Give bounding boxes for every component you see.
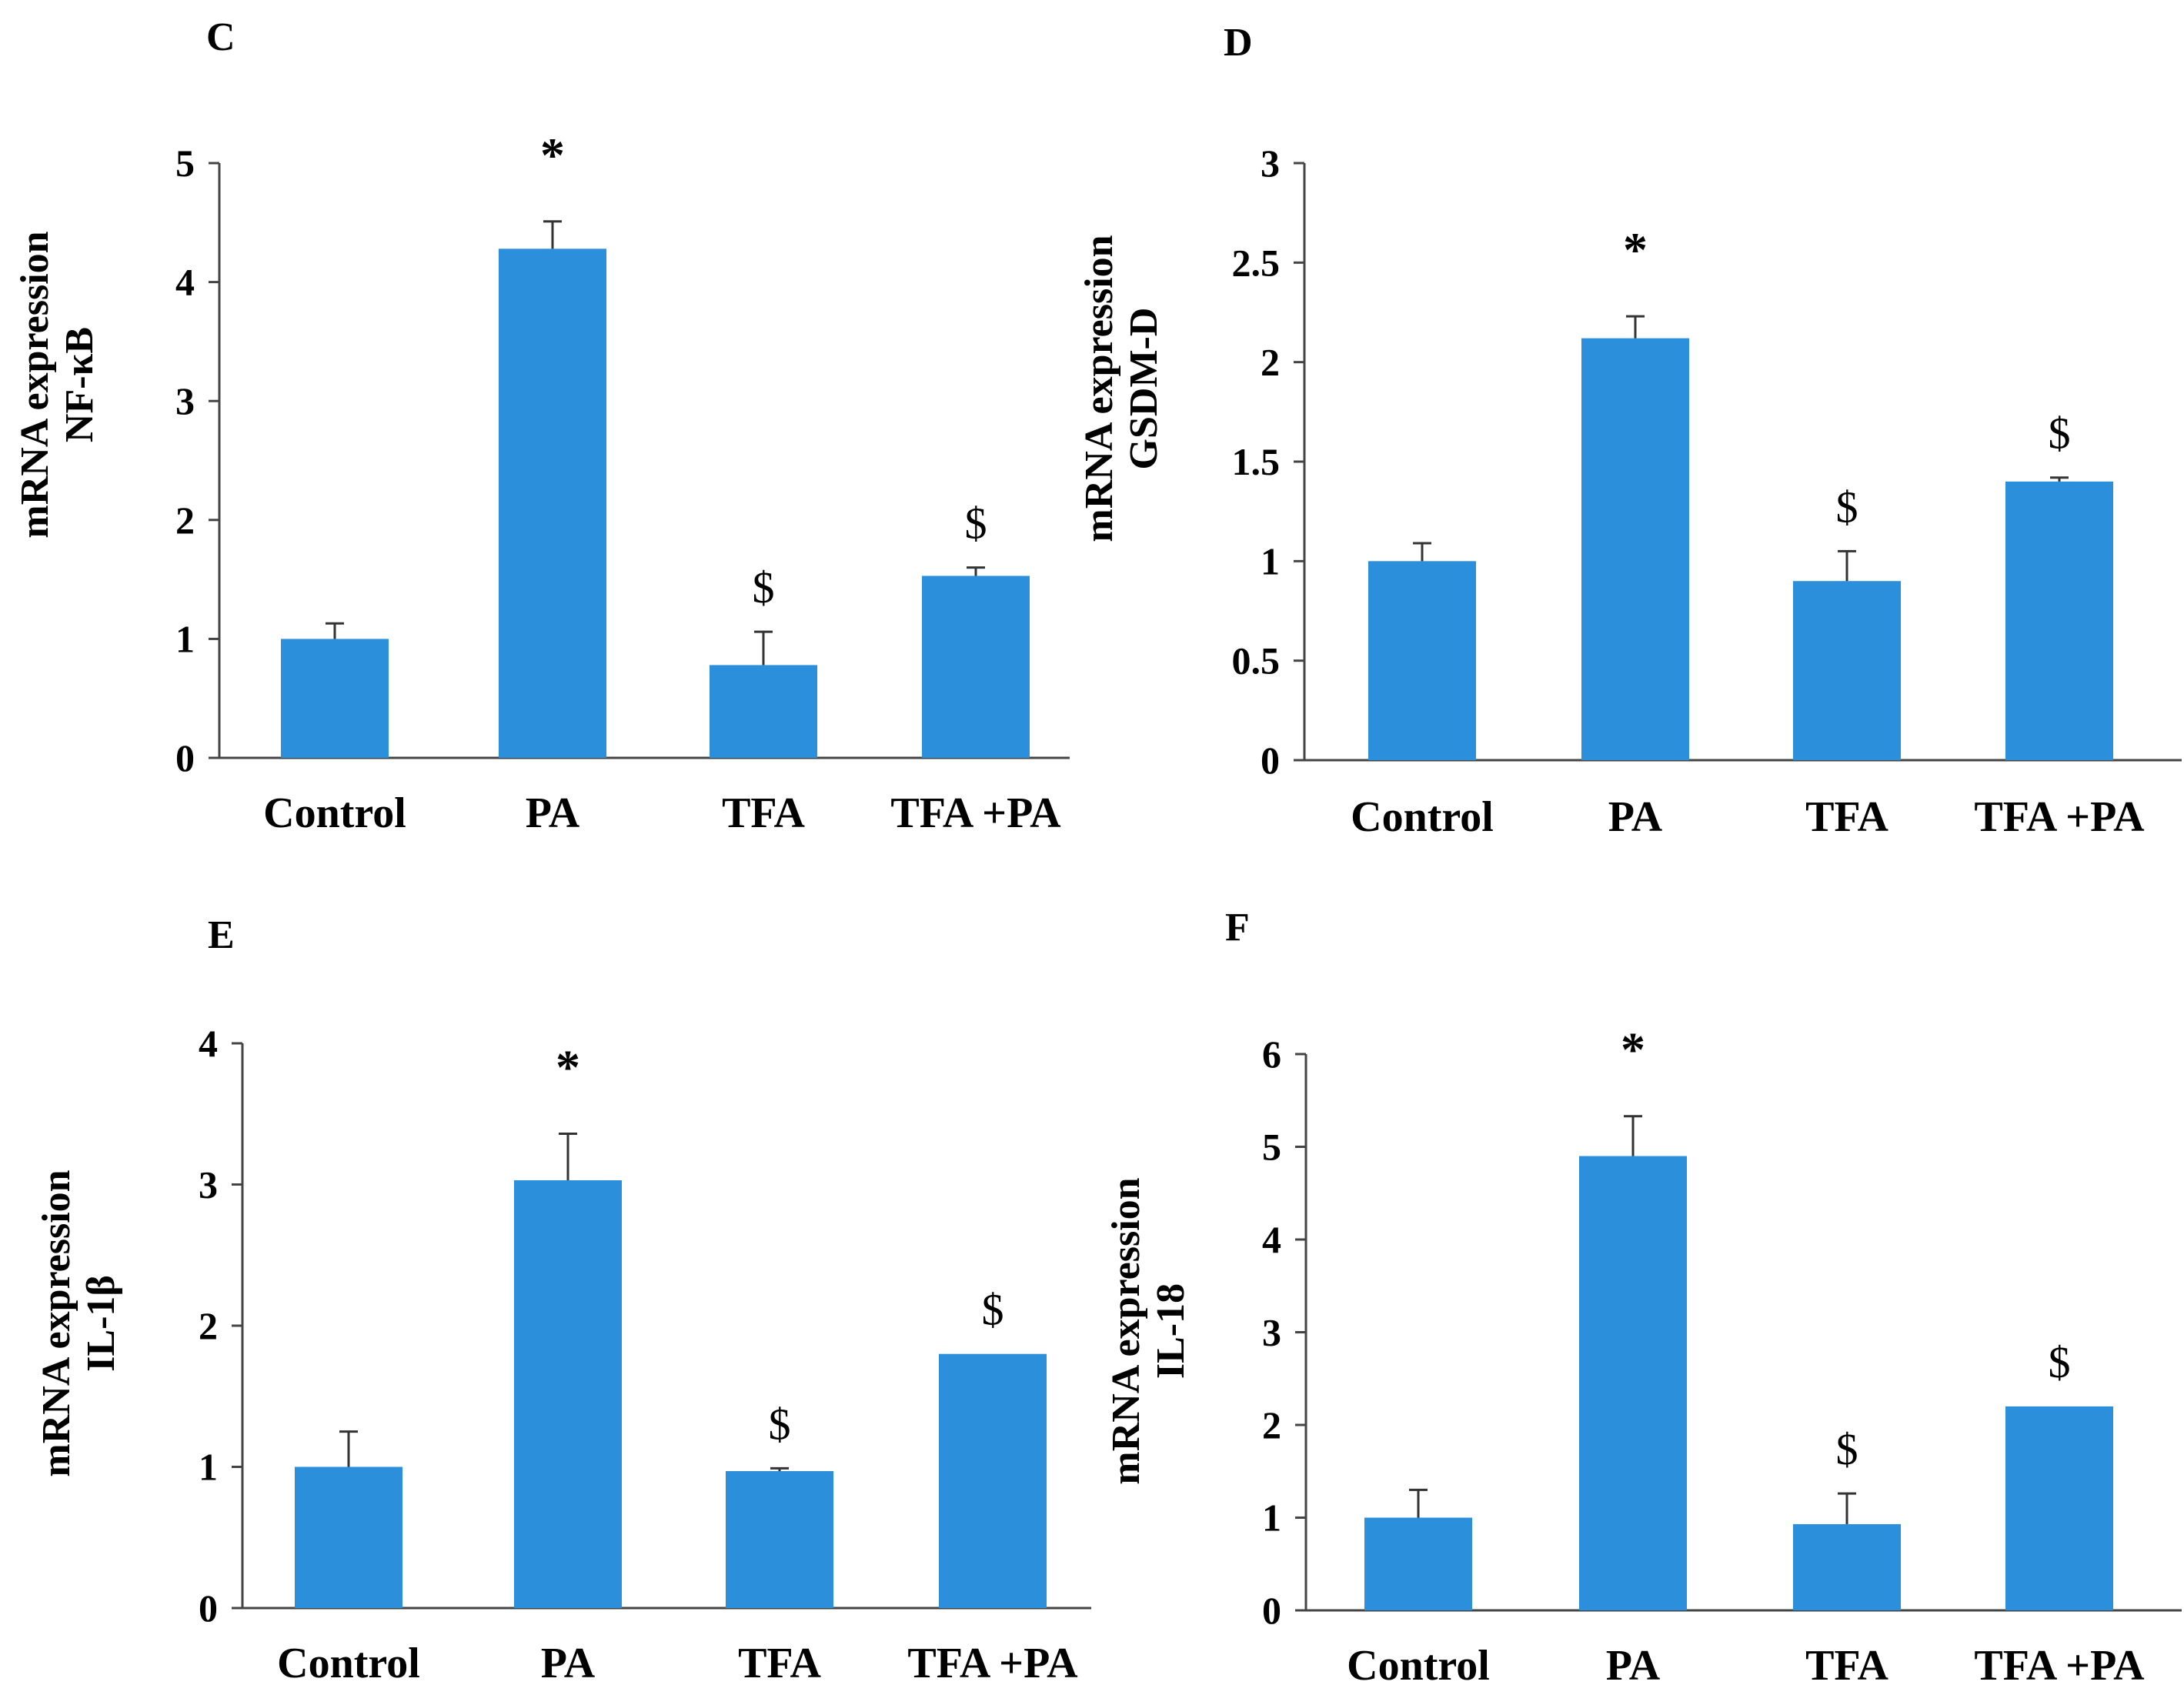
y-axis-label: mRNA expressionIL-18 — [1104, 1177, 1193, 1484]
y-tick-label: 4 — [1262, 1218, 1281, 1261]
y-axis-label-line1: mRNA expression — [35, 1169, 78, 1476]
significance-dollar: $ — [982, 1285, 1004, 1335]
bar-pa — [1579, 1156, 1687, 1610]
x-tick-label: PA — [526, 789, 580, 837]
x-tick-label: TFA +PA — [890, 789, 1061, 837]
significance-dollar: $ — [1836, 1424, 1858, 1474]
y-tick-label: 2 — [1261, 341, 1280, 384]
significance-dollar: $ — [1836, 482, 1858, 532]
y-tick-label: 0.5 — [1232, 639, 1281, 682]
y-tick-label: 1 — [1261, 539, 1280, 582]
panel-letter: F — [1225, 906, 1250, 949]
bar-pa — [499, 249, 606, 758]
y-axis-label-line1: mRNA expression — [13, 231, 57, 538]
y-tick-label: 3 — [1262, 1311, 1281, 1354]
bar-tfa-pa — [2005, 481, 2113, 760]
x-tick-label: TFA +PA — [1974, 793, 2145, 841]
y-tick-label: 4 — [175, 261, 195, 304]
significance-star: * — [556, 1039, 580, 1094]
significance-dollar: $ — [2049, 409, 2071, 459]
bar-tfa — [1793, 1523, 1901, 1610]
x-tick-label: PA — [541, 1640, 596, 1687]
x-tick-label: Control — [1351, 793, 1494, 841]
y-tick-label: 2 — [199, 1304, 218, 1347]
significance-dollar: $ — [753, 562, 775, 612]
y-axis-label-line1: mRNA expression — [1077, 235, 1121, 542]
y-tick-label: 2.5 — [1232, 241, 1281, 284]
y-tick-label: 3 — [175, 379, 195, 422]
panel-letter: E — [208, 913, 235, 957]
bar-pa — [514, 1179, 622, 1608]
x-tick-label: TFA — [1805, 1642, 1888, 1690]
y-tick-label: 1.5 — [1232, 440, 1281, 483]
significance-star: * — [1621, 1023, 1645, 1077]
x-tick-label: TFA +PA — [1974, 1642, 2145, 1690]
x-tick-label: TFA +PA — [907, 1640, 1078, 1687]
chart-panel-e: E 0 1 2 3 4 mRNA expressionIL-1β Control * PA $ TFA… — [35, 913, 1091, 1687]
y-tick-label: 3 — [1261, 142, 1280, 185]
bar-control — [281, 639, 389, 758]
y-tick-label: 1 — [175, 617, 195, 660]
x-tick-label: TFA — [722, 789, 805, 837]
bar-pa — [1581, 338, 1689, 760]
y-tick-label: 0 — [199, 1587, 218, 1630]
bar-control — [295, 1466, 402, 1608]
y-tick-label: 5 — [175, 142, 195, 185]
x-tick-label: PA — [1606, 1642, 1661, 1690]
y-axis-label-line2: GSDM-D — [1122, 308, 1166, 470]
x-tick-label: PA — [1608, 793, 1663, 841]
chart-panel-c: C 0 1 2 3 4 5 mRNA expressionNF-κB Control * PA $ TF… — [13, 15, 1070, 837]
x-tick-label: TFA — [738, 1640, 821, 1687]
y-tick-label: 0 — [1261, 739, 1280, 782]
bar-tfa-pa — [2005, 1406, 2113, 1610]
x-tick-label: Control — [263, 789, 406, 837]
bar-tfa — [726, 1471, 833, 1608]
y-tick-label: 3 — [199, 1163, 218, 1206]
bar-tfa-pa — [939, 1353, 1047, 1608]
panel-letter: C — [206, 15, 235, 59]
y-axis-label-line2: IL-18 — [1149, 1283, 1193, 1379]
y-tick-label: 1 — [1262, 1496, 1281, 1540]
x-tick-label: Control — [277, 1640, 420, 1687]
y-tick-label: 2 — [175, 499, 195, 542]
y-axis-label: mRNA expressionNF-κB — [13, 231, 102, 538]
significance-star: * — [540, 128, 565, 182]
bar-tfa — [710, 665, 817, 758]
panel-letter: D — [1224, 21, 1253, 65]
y-tick-label: 4 — [199, 1022, 218, 1065]
y-axis-label-line1: mRNA expression — [1104, 1177, 1148, 1484]
bar-tfa — [1793, 581, 1901, 760]
x-tick-label: TFA — [1805, 793, 1888, 841]
bar-control — [1368, 561, 1476, 760]
bar-control — [1364, 1517, 1472, 1610]
chart-panel-d: D 0 0.5 1 1.5 2 2.5 3 mRNA expressionGSDM-D Contr… — [1077, 21, 2182, 841]
y-axis-label: mRNA expressionGSDM-D — [1077, 235, 1166, 542]
significance-star: * — [1623, 222, 1648, 277]
y-axis-label-line2: IL-1β — [79, 1275, 123, 1372]
y-axis-label: mRNA expressionIL-1β — [35, 1169, 123, 1476]
x-tick-label: Control — [1347, 1642, 1490, 1690]
y-tick-label: 2 — [1262, 1403, 1281, 1446]
y-tick-label: 5 — [1262, 1126, 1281, 1169]
chart-panel-f: F 0 1 2 3 4 5 6 mRNA expressionIL-18 Control * PA $ T… — [1104, 906, 2182, 1690]
y-tick-label: 6 — [1262, 1033, 1281, 1076]
y-tick-label: 0 — [175, 736, 195, 779]
bar-tfa-pa — [922, 576, 1030, 758]
significance-dollar: $ — [965, 499, 987, 549]
significance-dollar: $ — [2049, 1337, 2071, 1387]
y-axis-label-line2: NF-κB — [58, 327, 102, 442]
y-tick-label: 0 — [1262, 1589, 1281, 1632]
significance-dollar: $ — [769, 1399, 791, 1449]
y-tick-label: 1 — [199, 1446, 218, 1489]
